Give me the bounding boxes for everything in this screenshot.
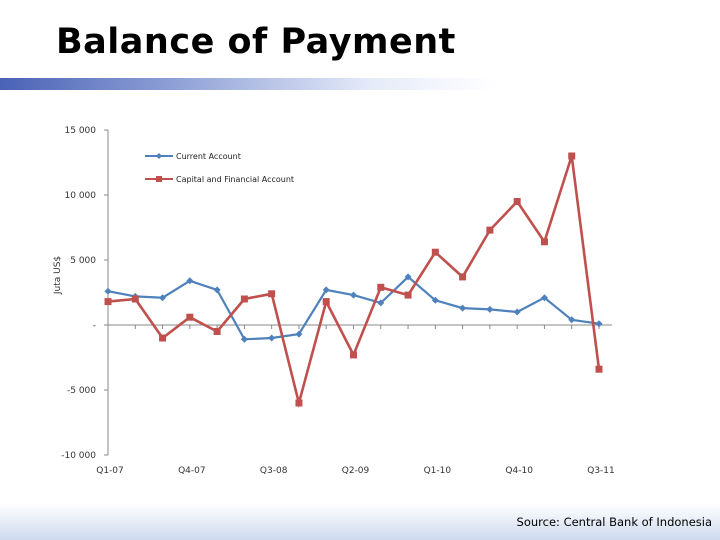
current-account-point — [486, 305, 494, 313]
current-account-point — [568, 316, 576, 324]
x-axis-tick-labels: Q1-07 Q4-07 Q3-08 Q2-09 Q1-10 Q4-10 Q3-11 — [96, 466, 615, 476]
capital-account-point — [104, 298, 112, 306]
x-tick-label: Q2-09 — [342, 466, 370, 476]
x-tick-label: Q4-07 — [178, 466, 206, 476]
current-account-point — [540, 294, 548, 302]
x-tick-label: Q4-10 — [505, 466, 533, 476]
y-axis-tick-labels: 15 000 10 000 5 000 - -5 000 -10 000 — [61, 126, 96, 461]
capital-account-point — [295, 399, 303, 407]
capital-account-point — [459, 273, 467, 281]
y-tick-label: 10 000 — [65, 191, 97, 201]
current-account-point — [159, 294, 167, 302]
current-account-point — [431, 296, 439, 304]
capital-account-point — [186, 313, 194, 321]
capital-account-point — [513, 198, 521, 205]
balance-of-payment-chart: 15 000 10 000 5 000 - -5 000 -10 000 Q1-07 Q4-… — [53, 126, 615, 476]
source-note: Source: Central Bank of Indonesia — [516, 515, 712, 529]
capital-account-point — [322, 298, 330, 306]
chart-legend: Current Account Capital and Financial Acc… — [145, 152, 294, 184]
x-tick-label: Q3-11 — [587, 466, 615, 476]
y-tick-label: 5 000 — [70, 256, 96, 266]
chart-series — [104, 152, 603, 409]
capital-account-point — [350, 351, 357, 359]
current-account-point — [104, 287, 112, 295]
capital-account-point — [268, 290, 276, 298]
y-tick-label: -5 000 — [67, 386, 96, 396]
capital-account-point — [159, 334, 167, 342]
capital-account-point — [568, 152, 576, 160]
current-account-point — [268, 334, 276, 342]
current-account-point — [213, 286, 221, 294]
y-tick-label: 15 000 — [65, 126, 97, 136]
capital-account-point — [240, 295, 248, 303]
current-account-point — [186, 277, 194, 285]
capital-account-point — [131, 295, 139, 303]
current-account-point — [295, 330, 303, 338]
x-tick-label: Q1-07 — [96, 466, 124, 476]
capital-account-point — [431, 248, 439, 256]
footer-band — [0, 504, 720, 540]
title-underline-bar — [0, 78, 498, 90]
current-account-point — [350, 291, 357, 299]
current-account-point — [595, 320, 603, 328]
current-account-point — [459, 304, 467, 312]
x-tick-label: Q3-08 — [260, 466, 288, 476]
current-account-point — [404, 273, 412, 281]
y-tick-label: -10 000 — [61, 451, 96, 461]
legend-capital-account-label: Capital and Financial Account — [176, 175, 294, 184]
current-account-line — [107, 275, 600, 341]
capital-account-point — [213, 328, 221, 335]
capital-account-point — [404, 291, 412, 299]
current-account-point — [322, 286, 330, 294]
legend-current-account-label: Current Account — [176, 152, 241, 161]
capital-account-line — [107, 155, 601, 409]
capital-account-point — [377, 283, 385, 291]
y-tick-label: - — [93, 321, 96, 331]
current-account-point — [377, 299, 385, 307]
capital-account-point — [486, 226, 494, 234]
x-tick-label: Q1-10 — [424, 466, 452, 476]
slide-title: Balance of Payment — [56, 22, 456, 62]
capital-account-point — [540, 238, 548, 246]
current-account-point — [513, 308, 521, 316]
capital-account-point — [595, 365, 603, 373]
current-account-point — [240, 335, 248, 343]
y-axis-label: Juta US$ — [53, 256, 63, 295]
legend-capital-account-marker — [156, 176, 162, 182]
legend-current-account-marker — [156, 153, 162, 159]
